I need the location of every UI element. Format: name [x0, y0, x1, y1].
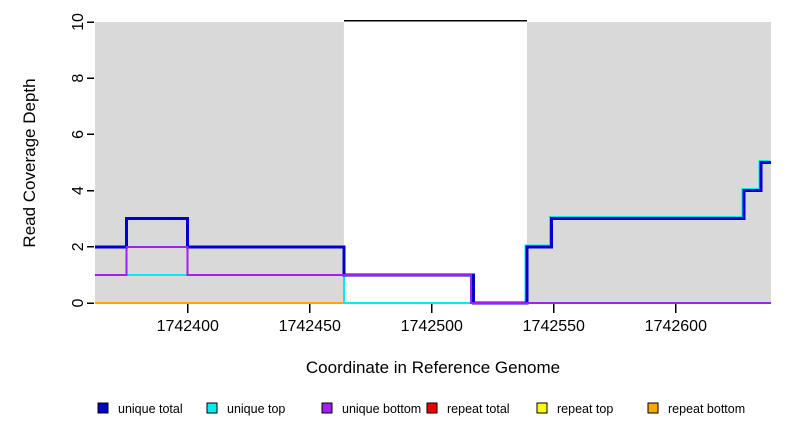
x-tick-label: 1742400 — [157, 318, 219, 335]
legend-label-repeat-total: repeat total — [447, 402, 510, 416]
legend-swatch-unique-total — [97, 402, 109, 414]
x-axis-title: Coordinate in Reference Genome — [305, 358, 561, 377]
legend-swatch-unique-bottom — [321, 402, 333, 414]
y-tick-label: 8 — [70, 74, 87, 83]
y-tick-label: 0 — [70, 298, 87, 307]
x-tick-label: 1742450 — [279, 318, 341, 335]
legend-label-unique-bottom: unique bottom — [342, 402, 421, 416]
y-axis-title: Read Coverage Depth — [20, 78, 39, 248]
legend-label-unique-total: unique total — [118, 402, 183, 416]
x-tick-label: 1742600 — [645, 318, 707, 335]
legend-swatch-repeat-total — [426, 402, 438, 414]
y-tick-label: 2 — [70, 242, 87, 251]
unique-region-left — [95, 22, 344, 303]
legend-swatch-repeat-top — [536, 402, 548, 414]
y-tick-label: 10 — [70, 13, 87, 31]
legend-swatch-unique-top — [206, 402, 218, 414]
legend-swatch-repeat-bottom — [647, 402, 659, 414]
legend-label-unique-top: unique top — [227, 402, 285, 416]
series-unique-bottom — [95, 245, 771, 304]
unique-region-right — [526, 22, 771, 303]
y-tick-label: 4 — [70, 186, 87, 195]
legend-label-repeat-top: repeat top — [557, 402, 613, 416]
legend-label-repeat-bottom: repeat bottom — [668, 402, 745, 416]
y-tick-label: 6 — [70, 130, 87, 139]
x-tick-label: 1742550 — [523, 318, 585, 335]
x-tick-label: 1742500 — [401, 318, 463, 335]
